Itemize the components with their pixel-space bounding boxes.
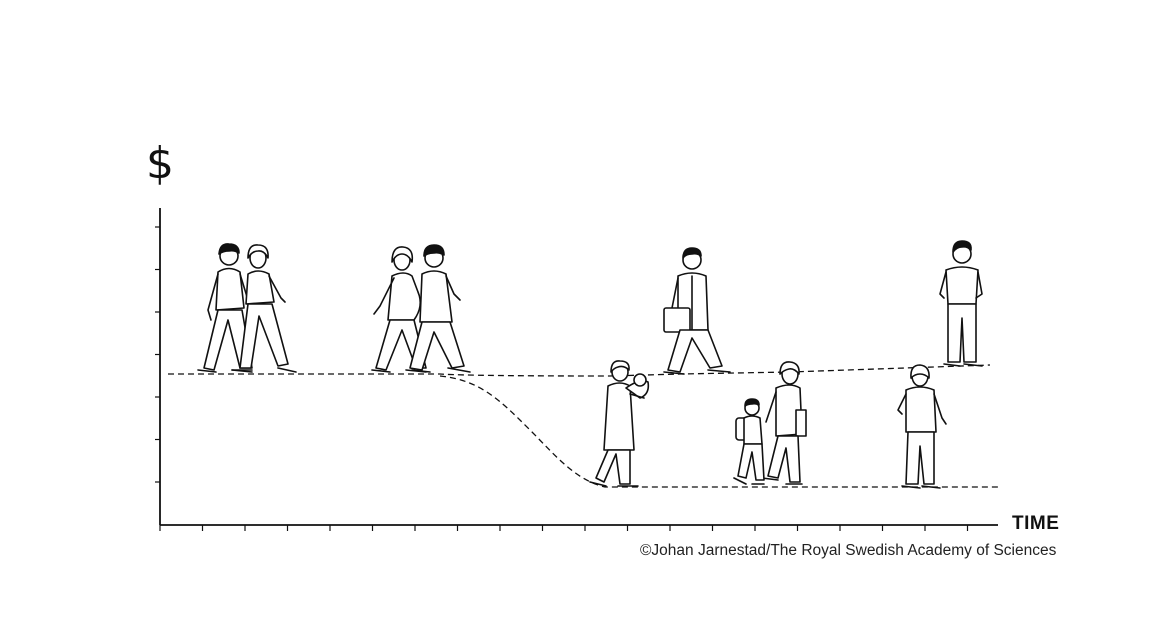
x-axis-ticks (159, 525, 969, 531)
y-axis-ticks (155, 226, 160, 483)
woman-standing-figure (897, 364, 947, 489)
x-axis-label: TIME (1012, 513, 1060, 534)
pregnant-couple-walking-figure (371, 244, 471, 373)
woman-with-child-figure (733, 361, 807, 485)
couple-walking-figure (197, 243, 297, 373)
image-credit: ©Johan Jarnestad/The Royal Swedish Acade… (640, 542, 1057, 559)
man-standing-figure (939, 240, 983, 367)
income-line-upper (168, 364, 991, 377)
y-axis-label: $ (146, 138, 174, 189)
man-with-briefcase-figure (663, 247, 731, 375)
income-line-lower (439, 375, 998, 488)
woman-holding-baby-figure (589, 360, 650, 487)
